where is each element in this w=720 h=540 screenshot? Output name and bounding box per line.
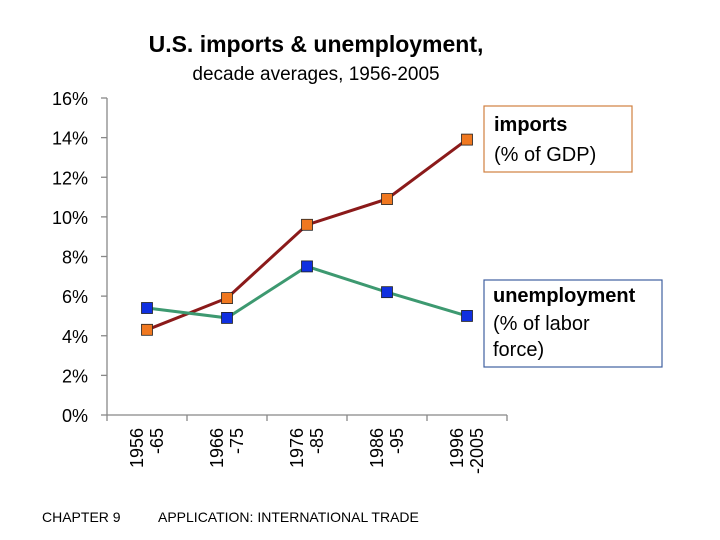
x-category-line-2: -65 bbox=[147, 428, 167, 454]
chart-title: U.S. imports & unemployment, bbox=[149, 31, 484, 57]
y-tick-label: 16% bbox=[52, 89, 88, 109]
x-category-label: 1986 -95 bbox=[367, 428, 407, 468]
legend-imports-box bbox=[483, 105, 633, 173]
legend-imports-detail: (% of GDP) bbox=[494, 144, 596, 166]
x-category-label: 1976 -85 bbox=[287, 428, 327, 468]
data-point-unemployment bbox=[461, 310, 473, 322]
series-lines bbox=[146, 138, 468, 332]
x-category-line-1: 1956 bbox=[127, 428, 147, 468]
legend-imports-title: imports bbox=[494, 114, 567, 136]
x-category-line-1: 1976 bbox=[287, 428, 307, 468]
y-tick-label: 4% bbox=[62, 327, 88, 347]
data-point-unemployment bbox=[141, 302, 153, 314]
y-tick-label: 0% bbox=[62, 406, 88, 426]
y-tick-label: 8% bbox=[62, 248, 88, 268]
x-category-line-2: -75 bbox=[227, 428, 247, 454]
legend-unemployment-title: unemployment bbox=[493, 285, 636, 307]
x-category-line-1: 1966 bbox=[207, 428, 227, 468]
y-tick-label: 6% bbox=[62, 287, 88, 307]
x-category-label: 1966 -75 bbox=[207, 428, 247, 468]
y-tick-label: 12% bbox=[52, 168, 88, 188]
axes bbox=[106, 98, 507, 416]
x-category-line-1: 1996 bbox=[447, 428, 467, 468]
data-point-unemployment bbox=[301, 260, 313, 273]
data-point-imports bbox=[221, 292, 233, 305]
series-points bbox=[141, 133, 473, 336]
x-category-line-1: 1986 bbox=[367, 428, 387, 468]
data-point-imports bbox=[141, 323, 153, 336]
x-axis-categories: 1956 -65 1966 -75 1976 -85 1986 -95 1996 -2005 bbox=[106, 415, 508, 474]
y-tick-label: 14% bbox=[52, 129, 88, 149]
data-point-imports bbox=[381, 193, 393, 205]
data-point-unemployment bbox=[381, 286, 393, 299]
y-tick-label: 10% bbox=[52, 208, 88, 228]
data-point-imports bbox=[461, 133, 473, 146]
legend-unemployment-detail-1: (% of labor bbox=[493, 313, 590, 335]
chart-subtitle: decade averages, 1956-2005 bbox=[192, 64, 439, 85]
x-category-label: 1996 -2005 bbox=[447, 428, 487, 474]
data-point-unemployment bbox=[221, 312, 233, 324]
footer-section: APPLICATION: INTERNATIONAL TRADE bbox=[158, 509, 419, 525]
x-category-label: 1956 -65 bbox=[127, 428, 167, 468]
footer-chapter: CHAPTER 9 bbox=[42, 509, 121, 525]
x-category-line-2: -95 bbox=[387, 428, 407, 454]
data-point-imports bbox=[301, 218, 313, 231]
x-category-line-2: -2005 bbox=[467, 428, 487, 474]
legend-unemployment-box bbox=[483, 279, 663, 368]
y-axis-ticks: 0% 2% 4% 6% 8% 10% 12% 14% 16% bbox=[52, 89, 107, 426]
x-category-line-2: -85 bbox=[307, 428, 327, 454]
y-tick-label: 2% bbox=[62, 366, 88, 386]
legend-unemployment-detail-2: force) bbox=[493, 339, 544, 361]
